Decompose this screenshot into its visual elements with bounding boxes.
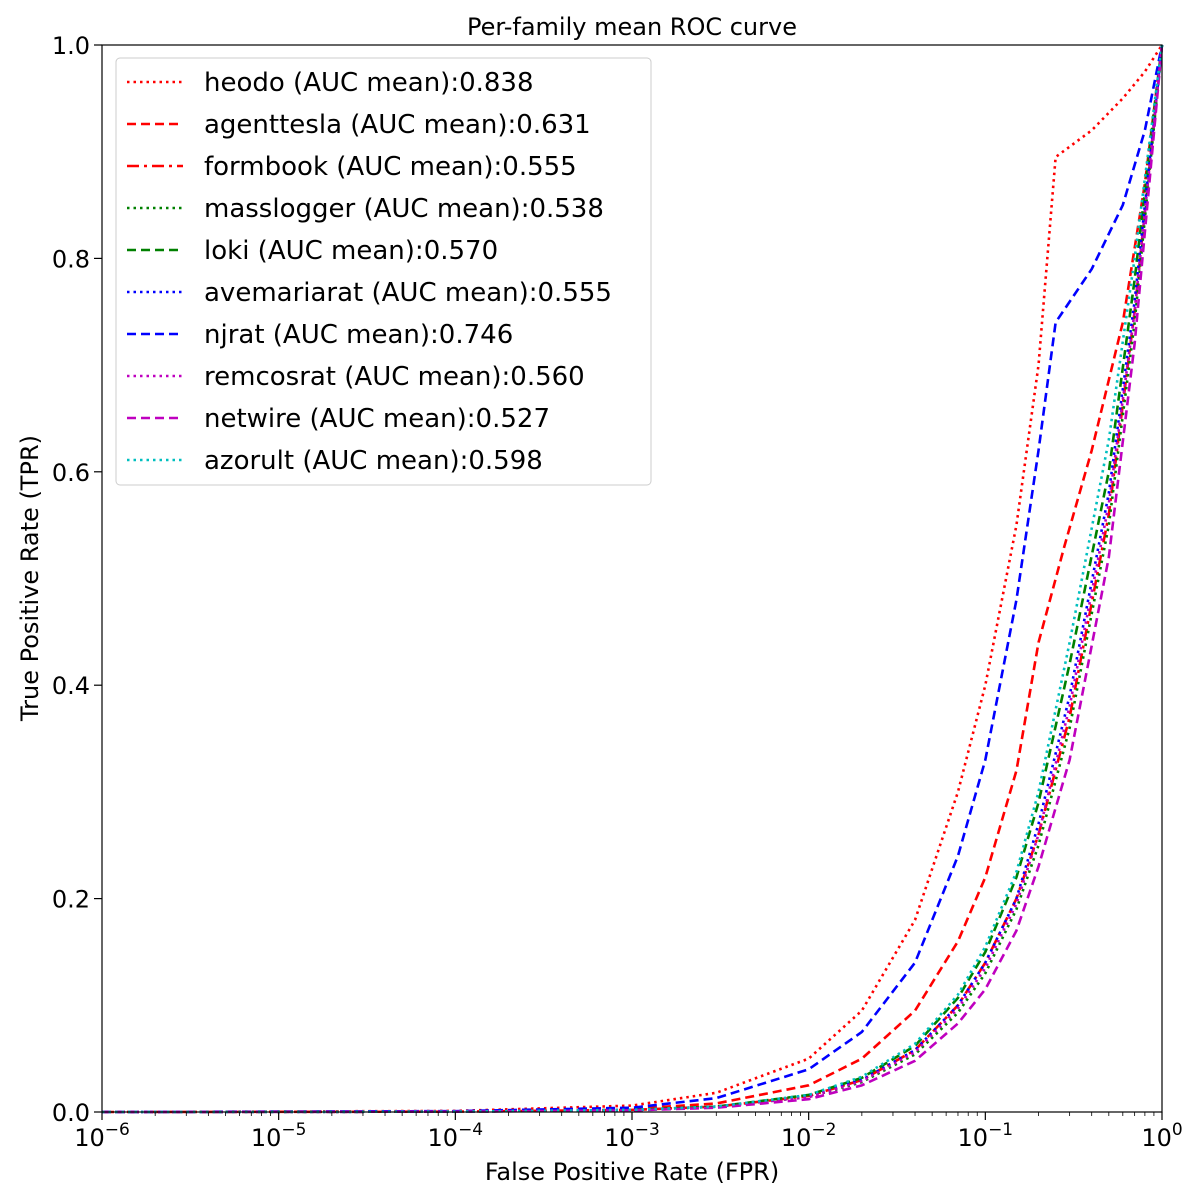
y-tick-label: 0.2 (52, 886, 90, 914)
x-tick-label: 10−5 (251, 1120, 307, 1152)
y-axis-ticks: 0.0 0.2 0.4 0.6 0.8 1.0 (52, 32, 102, 1127)
series-line-9 (101, 44, 1164, 1114)
legend-entry-label: loki (AUC mean):0.570 (204, 236, 498, 266)
legend-entry-label: avemariarat (AUC mean):0.555 (204, 278, 612, 308)
series-layer (101, 44, 1164, 1114)
series-line-7 (101, 44, 1164, 1114)
x-tick-label: 10−6 (74, 1120, 130, 1152)
y-axis-label: True Positive Rate (TPR) (16, 435, 44, 722)
chart-title: Per-family mean ROC curve (467, 13, 797, 41)
y-tick-label: 0.0 (52, 1099, 90, 1127)
series-line-1 (101, 44, 1164, 1114)
legend-entry-label: heodo (AUC mean):0.838 (204, 68, 534, 98)
legend-entry-label: remcosrat (AUC mean):0.560 (204, 362, 585, 392)
y-tick-label: 1.0 (52, 32, 90, 60)
x-axis-ticks: 10−6 10−5 10−4 10−3 10−2 10−1 100 (74, 1112, 1183, 1152)
x-tick-label: 10−2 (781, 1120, 837, 1152)
legend-entry-label: agenttesla (AUC mean):0.631 (204, 110, 591, 140)
legend: heodo (AUC mean):0.838 agenttesla (AUC me… (115, 57, 652, 486)
series-line-0 (101, 44, 1164, 1114)
y-tick-label: 0.8 (52, 245, 90, 273)
series-line-6 (101, 44, 1164, 1114)
x-tick-label: 10−1 (958, 1120, 1014, 1152)
series-line-8 (101, 44, 1164, 1114)
legend-entry-label: masslogger (AUC mean):0.538 (204, 194, 604, 224)
x-tick-label: 10−3 (604, 1120, 660, 1152)
series-line-4 (101, 44, 1164, 1114)
legend-entry-label: njrat (AUC mean):0.746 (204, 320, 513, 350)
x-tick-label: 100 (1141, 1120, 1182, 1152)
series-line-3 (101, 44, 1164, 1114)
x-axis-label: False Positive Rate (FPR) (485, 1158, 779, 1186)
legend-entry-label: azorult (AUC mean):0.598 (204, 446, 543, 476)
legend-box (115, 57, 652, 486)
y-tick-label: 0.6 (52, 459, 90, 487)
y-tick-label: 0.4 (52, 672, 90, 700)
series-line-5 (101, 44, 1164, 1114)
x-tick-label: 10−4 (428, 1120, 484, 1152)
legend-entry-label: formbook (AUC mean):0.555 (204, 152, 577, 182)
legend-entry-label: netwire (AUC mean):0.527 (204, 404, 550, 434)
